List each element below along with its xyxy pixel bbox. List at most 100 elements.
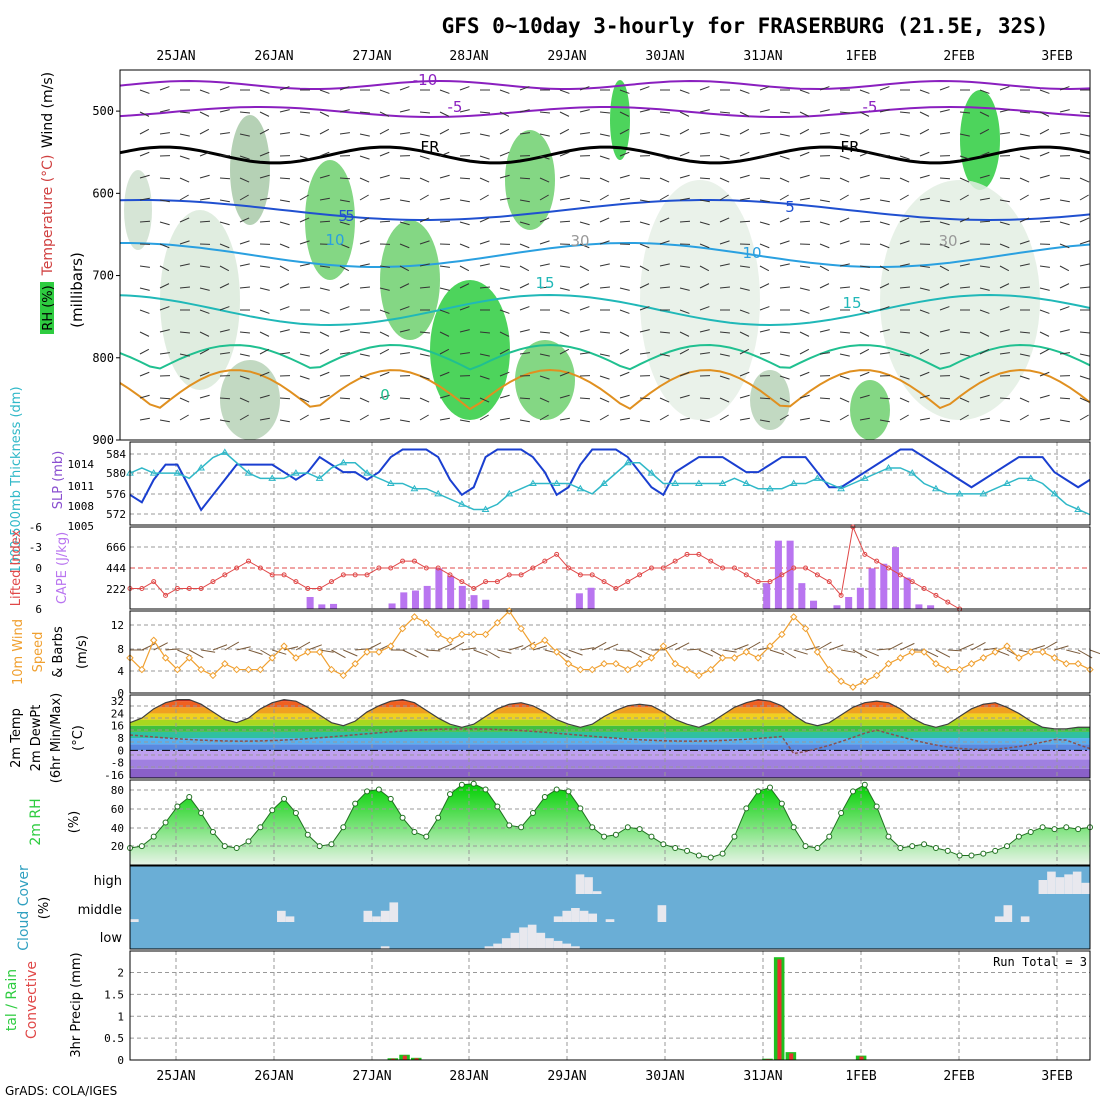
wind-barb (599, 217, 610, 223)
rh-marker (636, 826, 643, 833)
wind-speed-marker (920, 648, 928, 656)
cape-bar (833, 605, 841, 609)
li-marker (234, 565, 240, 571)
wind-barb (379, 348, 390, 355)
rh-marker (849, 788, 856, 795)
cape-bar (435, 568, 443, 609)
wind-barb (139, 220, 151, 223)
wind-barb (899, 375, 910, 380)
wind-barb (959, 217, 970, 223)
wind-barb (179, 155, 190, 160)
wind-barb (219, 199, 230, 203)
rh-marker (909, 843, 916, 850)
wind-barb (619, 287, 630, 291)
wind-barb (599, 240, 610, 245)
y-tick-label-right: 1014 (68, 458, 95, 471)
wind-barb (579, 265, 590, 272)
thickness-marker (766, 484, 774, 492)
wind-barb (1019, 375, 1030, 380)
wind-barb (236, 646, 251, 651)
wind-speed-marker (1074, 660, 1082, 668)
wind-barb (979, 197, 990, 201)
cloud-bar-low (510, 932, 520, 949)
wind-barb (599, 375, 610, 380)
wind-barb (399, 243, 410, 249)
wind-barb (879, 283, 890, 289)
thickness-marker (671, 479, 680, 486)
wind-barb (599, 155, 610, 160)
cape-bar (774, 540, 782, 609)
wind-barb (959, 331, 970, 334)
wind-speed-marker (932, 660, 940, 668)
cape-bar (915, 604, 923, 609)
wind-barb (979, 309, 990, 314)
wind-barb (679, 309, 690, 314)
wind-barb (359, 375, 370, 380)
wind-barb (759, 329, 770, 333)
wind-barb (259, 331, 270, 337)
cloud-bar-middle (553, 916, 563, 922)
contour-label: -10 (413, 71, 438, 89)
wind-barb (479, 240, 490, 245)
wind-barb (999, 177, 1011, 180)
wind-speed-marker (647, 654, 656, 662)
date-tick-label: 26JAN (254, 1069, 293, 1084)
wind-barb (559, 417, 570, 421)
wind-speed-marker (778, 630, 786, 639)
date-tick-label: 1FEB (845, 49, 876, 64)
wind-barb (719, 194, 729, 201)
cape-bar (903, 577, 911, 609)
temp-contour-10 (120, 241, 1091, 269)
wind-speed-marker (244, 665, 253, 674)
wind-barb (379, 111, 390, 117)
wind-barb (805, 646, 820, 651)
panel-frame (129, 779, 1091, 866)
wind-barb (339, 221, 350, 226)
rh-marker (529, 810, 536, 817)
li-marker (696, 551, 702, 557)
wind-barb (899, 133, 910, 137)
wind-barb (599, 286, 610, 289)
precip-convective-bar (789, 1053, 794, 1060)
wind-barb (919, 287, 930, 291)
panel-frame (119, 69, 1091, 441)
wind-barb (999, 397, 1011, 400)
wind-barb (419, 155, 430, 160)
wind-barb (779, 155, 790, 160)
wind-barb (179, 133, 190, 137)
cloud-bar-high (584, 877, 593, 894)
wind-barb (519, 243, 530, 249)
wind-barb (559, 197, 570, 201)
wind-barb (399, 86, 410, 91)
wind-barb (559, 309, 570, 314)
wind-barb (959, 375, 970, 380)
rh-marker (269, 807, 276, 814)
wind-barb (319, 220, 331, 223)
wind-barb (679, 151, 690, 157)
wind-barb (839, 177, 850, 183)
cloud-bar-high (1055, 877, 1065, 894)
wind-speed-marker (789, 613, 798, 621)
temp-contour-5 (119, 199, 1091, 222)
wind-barb (219, 132, 230, 135)
wind-barb (159, 283, 170, 289)
cloud-bar-middle (579, 910, 589, 922)
wind-barb (539, 111, 550, 114)
rh-marker (660, 841, 667, 848)
wind-barb (519, 397, 531, 400)
cape-bar (798, 583, 806, 609)
wind-barb (599, 331, 610, 334)
rh-marker (1015, 833, 1022, 840)
wind-barb (591, 641, 607, 651)
wind-speed-marker (197, 665, 205, 674)
wind-barb (779, 133, 790, 137)
wind-barb (199, 287, 210, 291)
wind-barb (219, 352, 230, 355)
rh-series-line (129, 783, 1091, 858)
wind-barb (939, 199, 950, 203)
wind-barb (559, 151, 570, 157)
wind-barb (279, 306, 290, 311)
axis-label: Speed (31, 632, 46, 673)
wind-barb (559, 348, 570, 355)
date-tick-label: 31JAN (743, 1069, 782, 1084)
